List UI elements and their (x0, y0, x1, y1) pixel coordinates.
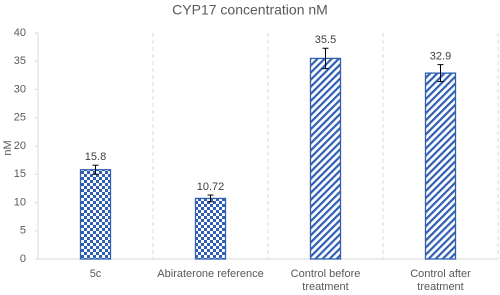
error-bar (92, 164, 99, 175)
bar (79, 169, 112, 260)
data-label: 35.5 (315, 34, 336, 46)
data-label: 10.72 (197, 181, 225, 193)
bar (194, 197, 227, 260)
x-tick-label: Abiraterone reference (157, 268, 264, 280)
chart-title: CYP17 concentration nM (172, 2, 328, 18)
bar (309, 57, 342, 260)
data-label: 15.8 (85, 151, 106, 163)
x-tick-label: 5c (89, 268, 102, 280)
y-axis-label: nM (2, 140, 14, 155)
y-tick-label: 30 (14, 83, 26, 95)
x-tick-label: Control before treatment (290, 268, 361, 293)
data-label: 32.9 (430, 51, 451, 63)
error-bar (207, 194, 214, 203)
error-bar (322, 47, 329, 70)
y-tick-label: 0 (20, 253, 26, 265)
error-bar (437, 64, 444, 83)
y-tick-label: 20 (14, 140, 26, 152)
y-tick-label: 35 (14, 55, 26, 67)
bar (424, 72, 457, 260)
y-tick-label: 15 (14, 168, 26, 180)
y-tick-label: 40 (14, 27, 26, 39)
y-tick-label: 25 (14, 112, 26, 124)
x-tick-label: Control after treatment (410, 268, 471, 293)
y-tick-label: 5 (20, 225, 26, 237)
y-tick-label: 10 (14, 196, 26, 208)
